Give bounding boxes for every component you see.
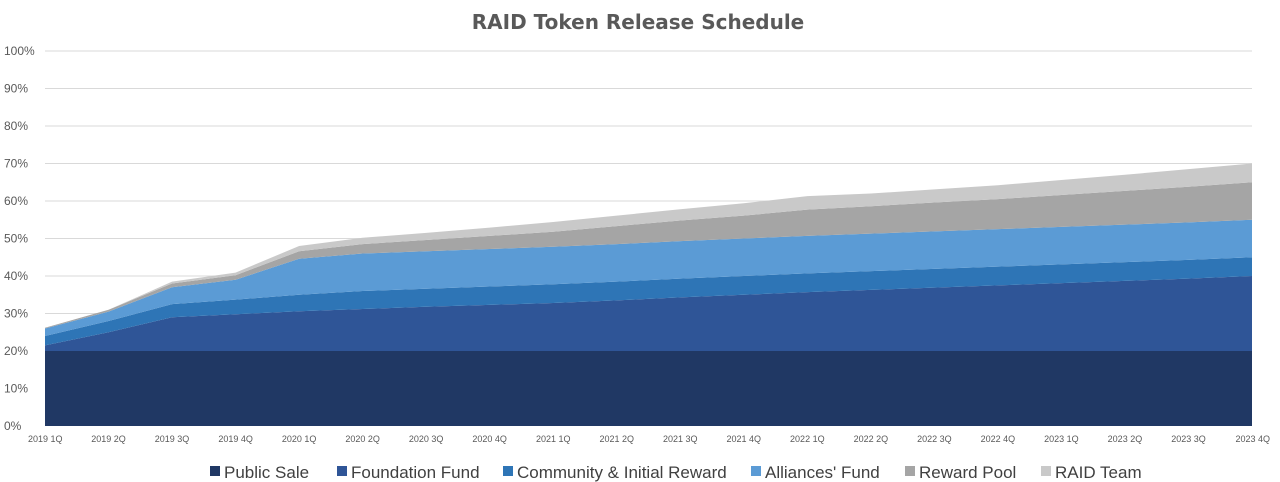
x-tick-label: 2022 2Q (854, 434, 889, 444)
y-tick-label: 10% (4, 382, 28, 396)
area-reward-pool (45, 182, 1252, 329)
legend-item-raid-team: RAID Team (1041, 463, 1142, 482)
legend-label: Community & Initial Reward (517, 463, 727, 482)
y-tick-label: 100% (4, 44, 35, 58)
x-tick-label: 2022 3Q (917, 434, 952, 444)
x-tick-label: 2023 1Q (1044, 434, 1079, 444)
x-tick-label: 2021 2Q (599, 434, 634, 444)
y-tick-label: 80% (4, 119, 28, 133)
y-tick-label: 40% (4, 269, 28, 283)
stacked-areas (45, 163, 1252, 426)
legend-item-community-initial-reward: Community & Initial Reward (503, 463, 727, 482)
legend-item-reward-pool: Reward Pool (905, 463, 1016, 482)
legend-label: Public Sale (224, 463, 309, 482)
x-tick-label: 2019 2Q (91, 434, 126, 444)
x-tick-label: 2021 1Q (536, 434, 571, 444)
legend-swatch (751, 466, 761, 476)
legend-item-foundation-fund: Foundation Fund (337, 463, 480, 482)
legend-item-alliances-fund: Alliances' Fund (751, 463, 880, 482)
area-raid-team (45, 163, 1252, 328)
x-tick-label: 2021 3Q (663, 434, 698, 444)
legend-swatch (905, 466, 915, 476)
legend: Public Sale Foundation Fund Community & In… (210, 463, 1142, 482)
legend-label: Foundation Fund (351, 463, 480, 482)
y-tick-label: 90% (4, 82, 28, 96)
y-tick-label: 70% (4, 157, 28, 171)
legend-label: RAID Team (1055, 463, 1142, 482)
x-tick-label: 2020 2Q (345, 434, 380, 444)
y-tick-label: 60% (4, 194, 28, 208)
legend-label: Alliances' Fund (765, 463, 880, 482)
x-tick-label: 2023 2Q (1108, 434, 1143, 444)
chart-title: RAID Token Release Schedule (472, 10, 805, 34)
y-axis-ticks: 0% 10% 20% 30% 40% 50% 60% 70% 80% 90% 100% (4, 44, 35, 433)
legend-item-public-sale: Public Sale (210, 463, 309, 482)
y-tick-label: 0% (4, 419, 22, 433)
y-tick-label: 50% (4, 232, 28, 246)
area-community-initial-reward (45, 257, 1252, 346)
x-tick-label: 2020 3Q (409, 434, 444, 444)
x-tick-label: 2023 4Q (1235, 434, 1270, 444)
x-tick-label: 2020 4Q (472, 434, 507, 444)
x-tick-label: 2023 3Q (1171, 434, 1206, 444)
legend-swatch (210, 466, 220, 476)
y-tick-label: 30% (4, 307, 28, 321)
legend-swatch (337, 466, 347, 476)
area-public-sale (45, 351, 1252, 426)
x-tick-label: 2022 4Q (981, 434, 1016, 444)
legend-swatch (503, 466, 513, 476)
legend-swatch (1041, 466, 1051, 476)
x-tick-label: 2019 1Q (28, 434, 63, 444)
x-tick-label: 2019 3Q (155, 434, 190, 444)
legend-label: Reward Pool (919, 463, 1016, 482)
x-tick-label: 2020 1Q (282, 434, 317, 444)
area-alliances-fund (45, 219, 1252, 336)
x-axis-ticks: 2019 1Q 2019 2Q 2019 3Q 2019 4Q 2020 1Q 2020 … (28, 434, 1270, 444)
y-tick-label: 20% (4, 344, 28, 358)
area-foundation-fund (45, 276, 1252, 351)
x-tick-label: 2021 4Q (727, 434, 762, 444)
x-tick-label: 2022 1Q (790, 434, 825, 444)
x-tick-label: 2019 4Q (218, 434, 253, 444)
